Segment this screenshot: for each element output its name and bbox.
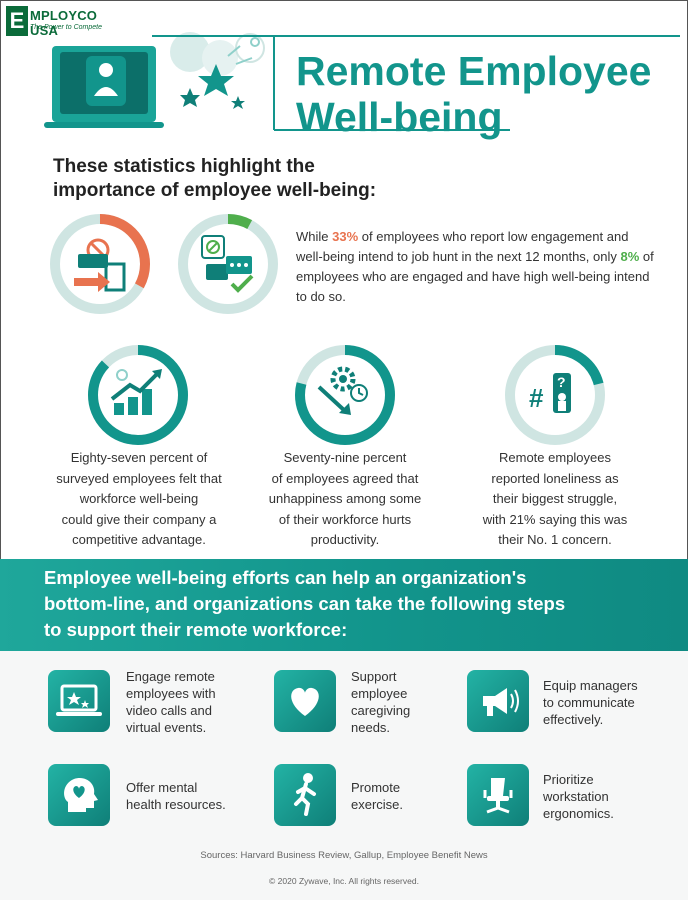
tip-communicate: Equip managers to communicate effectivel… xyxy=(543,678,638,727)
ring-loneliness: # ? xyxy=(505,345,605,445)
tile-mental-health xyxy=(48,764,110,826)
tile-communicate xyxy=(467,670,529,732)
tip-ergonomics: Prioritize workstation ergonomics. xyxy=(543,772,614,821)
intro-line-1: These statistics highlight the xyxy=(53,156,315,177)
copyright-note: © 2020 Zywave, Inc. All rights reserved. xyxy=(269,876,419,886)
intro-line-2: importance of employee well-being: xyxy=(53,180,377,201)
engaged-chat-icon xyxy=(201,235,254,293)
caption-loneliness: Remote employees reported loneliness as … xyxy=(482,450,628,547)
logo-mark: E xyxy=(6,6,28,36)
job-hunt-stat: While 33% of employees who report low en… xyxy=(296,229,654,304)
ring-arc-low-engagement xyxy=(50,214,150,314)
tips-grid xyxy=(0,651,688,900)
svg-text:?: ? xyxy=(557,374,566,390)
growth-chart-icon xyxy=(110,369,162,415)
page-title: Remote Employee Well-being xyxy=(296,48,651,140)
office-chair-icon xyxy=(483,778,513,814)
tile-video-calls xyxy=(48,670,110,732)
caption-unhappiness: Seventy-nine percent of employees agreed… xyxy=(268,450,422,547)
ring-high-wellbeing xyxy=(178,214,278,314)
steps-banner-text: Employee well-being efforts can help an … xyxy=(44,567,566,640)
logo-name: MPLOYCO USA xyxy=(30,8,98,38)
laptop-video-icon xyxy=(56,684,102,716)
tip-mental-health: Offer mental health resources. xyxy=(126,780,226,812)
ring-competitive-advantage xyxy=(88,345,188,445)
lonely-number-one-icon: # ? xyxy=(529,373,571,413)
ring-unhappiness xyxy=(295,345,395,445)
job-hunt-icon xyxy=(74,238,126,292)
ring-low-engagement xyxy=(50,214,150,314)
runner-icon xyxy=(294,773,316,816)
heart-icon xyxy=(291,687,319,716)
ring-arc-competitive-advantage xyxy=(88,345,188,445)
logo-tagline: The Power to Compete xyxy=(30,24,102,31)
svg-text:#: # xyxy=(529,383,544,413)
ring-arc-loneliness xyxy=(505,345,605,445)
ring-arc-high-wellbeing xyxy=(178,214,278,314)
caption-competitive-advantage: Eighty-seven percent of surveyed employe… xyxy=(56,450,222,547)
title-line-2: Well-being xyxy=(296,94,503,140)
title-line-1: Remote Employee xyxy=(296,48,652,94)
head-heart-icon xyxy=(64,778,98,812)
megaphone-icon xyxy=(483,688,519,716)
tip-exercise: Promote exercise. xyxy=(351,780,404,812)
productivity-decline-icon xyxy=(317,366,368,415)
tip-video-calls: Engage remote employees with video calls… xyxy=(126,669,216,735)
intro-heading: These statistics highlight the importanc… xyxy=(53,155,376,203)
stat-high-value: 8% xyxy=(620,249,640,264)
employco-logo: E MPLOYCO USA The Power to Compete xyxy=(6,6,126,38)
tip-caregiving: Support employee caregiving needs. xyxy=(351,669,411,735)
tile-caregiving xyxy=(274,670,336,732)
tile-ergonomics xyxy=(467,764,529,826)
ring-arc-unhappiness xyxy=(295,345,395,445)
steps-banner xyxy=(0,559,688,651)
tile-exercise xyxy=(274,764,336,826)
sources-note: Sources: Harvard Business Review, Gallup… xyxy=(200,850,488,861)
stat-low-value: 33% xyxy=(332,229,359,244)
remote-laptop-illustration xyxy=(44,32,680,131)
